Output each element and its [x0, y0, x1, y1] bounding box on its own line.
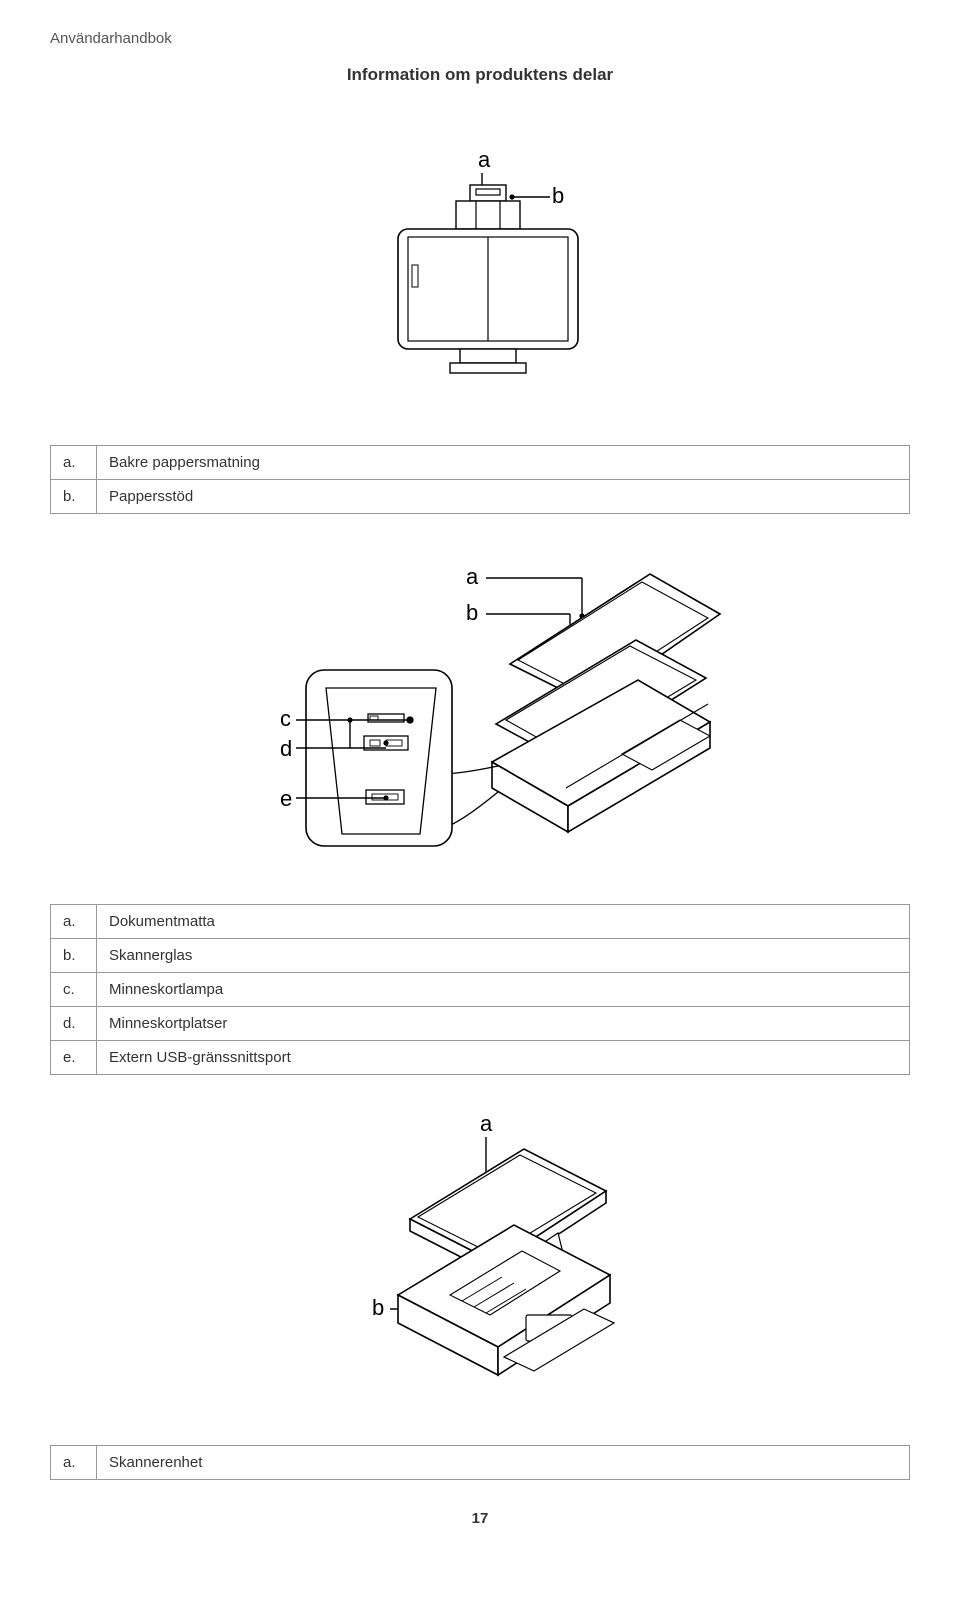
legend-table-3: a. Skannerenhet — [50, 1445, 910, 1480]
legend-label: Skannerglas — [97, 939, 910, 973]
fig2-label-b: b — [466, 600, 478, 625]
table-row: a. Skannerenhet — [51, 1446, 910, 1480]
legend-key: a. — [51, 1446, 97, 1480]
legend-table-2: a. Dokumentmatta b. Skannerglas c. Minne… — [50, 904, 910, 1075]
figure-2: a b c d e — [50, 544, 910, 864]
fig2-label-d: d — [280, 736, 292, 761]
legend-label: Minneskortplatser — [97, 1007, 910, 1041]
fig2-label-a: a — [466, 564, 479, 589]
fig3-label-b: b — [372, 1295, 384, 1320]
legend-key: b. — [51, 480, 97, 514]
printer-main — [492, 574, 720, 832]
legend-key: e. — [51, 1041, 97, 1075]
figure-1: a b — [50, 145, 910, 405]
legend-label: Bakre pappersmatning — [97, 446, 910, 480]
legend-label: Dokumentmatta — [97, 905, 910, 939]
table-row: a. Bakre pappersmatning — [51, 446, 910, 480]
legend-label: Pappersstöd — [97, 480, 910, 514]
legend-table-1: a. Bakre pappersmatning b. Pappersstöd — [50, 445, 910, 514]
figure-3: a b — [50, 1105, 910, 1405]
legend-label: Extern USB-gränssnittsport — [97, 1041, 910, 1075]
legend-key: b. — [51, 939, 97, 973]
table-row: a. Dokumentmatta — [51, 905, 910, 939]
legend-key: d. — [51, 1007, 97, 1041]
fig3-label-a: a — [480, 1111, 493, 1136]
doc-header: Användarhandbok — [50, 30, 910, 47]
fig2-label-c: c — [280, 706, 291, 731]
table-row: d. Minneskortplatser — [51, 1007, 910, 1041]
fig1-label-b: b — [552, 183, 564, 208]
table-row: b. Pappersstöd — [51, 480, 910, 514]
table-row: c. Minneskortlampa — [51, 973, 910, 1007]
legend-label: Skannerenhet — [97, 1446, 910, 1480]
legend-key: c. — [51, 973, 97, 1007]
fig1-label-a: a — [478, 147, 491, 172]
table-row: b. Skannerglas — [51, 939, 910, 973]
fig2-label-e: e — [280, 786, 292, 811]
legend-label: Minneskortlampa — [97, 973, 910, 1007]
legend-key: a. — [51, 446, 97, 480]
table-row: e. Extern USB-gränssnittsport — [51, 1041, 910, 1075]
section-title: Information om produktens delar — [50, 65, 910, 85]
legend-key: a. — [51, 905, 97, 939]
page-number: 17 — [50, 1510, 910, 1527]
